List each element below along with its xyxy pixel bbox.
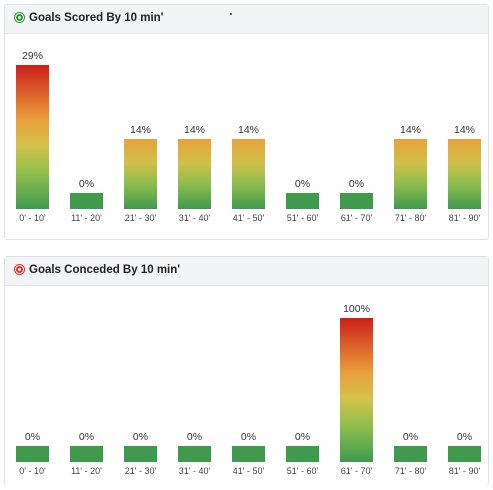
bar-0-6 [340,193,373,209]
category-label-1-5: 51' - 60' [286,466,319,476]
value-label-0-1: 0% [78,178,95,190]
category-label-1-6: 61' - 70' [340,466,373,476]
bar-0-1 [70,193,103,209]
bar-1-1 [70,446,103,462]
value-label-0-4: 14% [237,124,259,137]
category-label-0-5: 51' - 60' [286,213,319,223]
soccer-ball-green-icon [15,13,24,22]
value-label-0-6: 0% [348,178,365,190]
header-dot [230,13,232,15]
value-label-1-3: 0% [186,431,203,443]
bar-1-5 [286,446,319,462]
bar-0-7 [394,139,427,209]
bar-1-7 [394,446,427,462]
goals-scored-header: Goals Scored By 10 min' [5,5,488,34]
value-label-1-8: 0% [456,431,473,443]
bar-0-2 [124,139,157,209]
category-label-0-6: 61' - 70' [340,213,373,223]
goals-conceded-header: Goals Conceded By 10 min' [5,257,488,286]
value-label-0-5: 0% [294,178,311,190]
goals-scored-chart: 29% 0' - 10' 0% 11' - 20' 14% 21' - 30' 14% 31'… [5,5,490,239]
value-label-1-0: 0% [24,431,41,443]
bar-1-6 [340,318,373,462]
category-label-1-3: 31' - 40' [178,466,211,476]
category-label-0-4: 41' - 50' [232,213,265,223]
value-label-1-4: 0% [240,431,257,443]
value-label-0-7: 14% [399,124,421,137]
goals-conceded-chart: 0% 0' - 10' 0% 11' - 20' 0% 21' - 30' 0% 31' - … [5,257,490,486]
category-label-0-1: 11' - 20' [71,213,102,223]
bar-1-0 [16,446,49,462]
value-label-0-8: 14% [453,124,475,137]
value-label-1-5: 0% [294,431,311,443]
goals-conceded-panel: Goals Conceded By 10 min' 0% 0' - 10' 0% 11… [4,256,489,486]
value-label-0-3: 14% [183,124,205,137]
category-label-0-0: 0' - 10' [19,213,46,223]
category-label-0-8: 81' - 90' [448,213,481,223]
category-label-0-2: 21' - 30' [124,213,157,223]
bar-0-4 [232,139,265,209]
category-label-1-1: 11' - 20' [71,466,102,476]
goals-scored-panel: Goals Scored By 10 min' 29% 0' - 10' 0% 11'… [4,4,489,240]
category-label-1-8: 81' - 90' [448,466,481,476]
bar-1-2 [124,446,157,462]
bar-1-3 [178,446,211,462]
bar-0-5 [286,193,319,209]
category-label-1-0: 0' - 10' [19,466,46,476]
value-label-1-6: 100% [343,303,370,315]
category-label-1-7: 71' - 80' [394,466,427,476]
category-label-1-2: 21' - 30' [124,466,157,476]
soccer-ball-red-icon [15,265,24,274]
value-label-1-2: 0% [132,431,149,443]
goals-scored-title: Goals Scored By 10 min' [29,12,164,24]
bar-1-8 [448,446,481,462]
value-label-1-7: 0% [402,431,419,443]
bar-0-0 [16,65,49,209]
category-label-1-4: 41' - 50' [232,466,265,476]
value-label-0-2: 14% [129,124,151,137]
value-label-1-1: 0% [78,431,95,443]
bar-0-3 [178,139,211,209]
value-label-0-0: 29% [21,50,43,62]
bar-1-4 [232,446,265,462]
bar-0-8 [448,139,481,209]
category-label-0-3: 31' - 40' [178,213,211,223]
goals-conceded-title: Goals Conceded By 10 min' [29,264,180,276]
category-label-0-7: 71' - 80' [394,213,427,223]
